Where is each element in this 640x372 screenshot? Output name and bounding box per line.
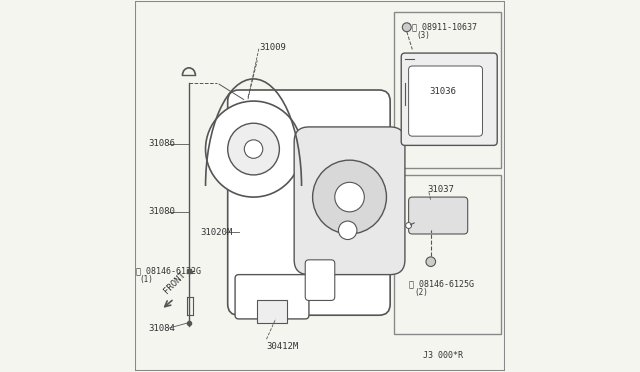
FancyBboxPatch shape	[235, 275, 309, 319]
Text: 30412M: 30412M	[266, 342, 299, 351]
FancyBboxPatch shape	[294, 127, 405, 275]
Text: J3 000*R: J3 000*R	[424, 351, 463, 360]
FancyBboxPatch shape	[257, 301, 287, 323]
Text: ⓝ 08911-10637: ⓝ 08911-10637	[412, 23, 477, 32]
Text: (3): (3)	[416, 31, 430, 40]
Text: 31086: 31086	[148, 139, 175, 148]
Circle shape	[403, 23, 411, 32]
Text: 31020M: 31020M	[200, 228, 232, 237]
Text: Ⓑ 08146-6125G: Ⓑ 08146-6125G	[408, 279, 474, 288]
Text: Ⓑ 08146-6122G: Ⓑ 08146-6122G	[136, 266, 201, 275]
Circle shape	[406, 222, 412, 228]
FancyBboxPatch shape	[394, 13, 501, 167]
Circle shape	[244, 140, 263, 158]
Text: FRONT: FRONT	[162, 270, 188, 295]
Circle shape	[335, 182, 364, 212]
FancyBboxPatch shape	[305, 260, 335, 301]
Circle shape	[228, 123, 280, 175]
Text: (1): (1)	[139, 275, 153, 284]
Circle shape	[312, 160, 387, 234]
Circle shape	[205, 101, 301, 197]
Text: (2): (2)	[414, 288, 428, 297]
Text: 31080: 31080	[148, 207, 175, 217]
Circle shape	[426, 257, 436, 266]
Text: 31037: 31037	[427, 185, 454, 194]
FancyBboxPatch shape	[401, 53, 497, 145]
Text: 31036: 31036	[429, 87, 456, 96]
Circle shape	[339, 221, 357, 240]
FancyBboxPatch shape	[228, 90, 390, 315]
FancyBboxPatch shape	[408, 66, 483, 136]
FancyBboxPatch shape	[408, 197, 468, 234]
Text: 31009: 31009	[259, 43, 286, 52]
FancyBboxPatch shape	[394, 175, 501, 334]
Text: 31084: 31084	[148, 324, 175, 333]
